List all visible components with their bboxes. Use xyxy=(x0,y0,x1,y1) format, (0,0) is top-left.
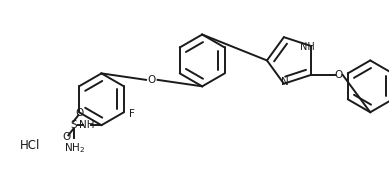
Text: O: O xyxy=(335,70,343,80)
Text: NH: NH xyxy=(300,42,315,53)
Text: NH$_2$: NH$_2$ xyxy=(64,141,85,155)
Text: O: O xyxy=(76,108,84,118)
Text: NH: NH xyxy=(79,120,95,130)
Text: O: O xyxy=(148,75,156,85)
Text: HCl: HCl xyxy=(20,139,41,152)
Text: N: N xyxy=(282,76,289,87)
Text: S: S xyxy=(71,120,77,130)
Text: O: O xyxy=(63,132,71,142)
Text: F: F xyxy=(129,109,135,119)
